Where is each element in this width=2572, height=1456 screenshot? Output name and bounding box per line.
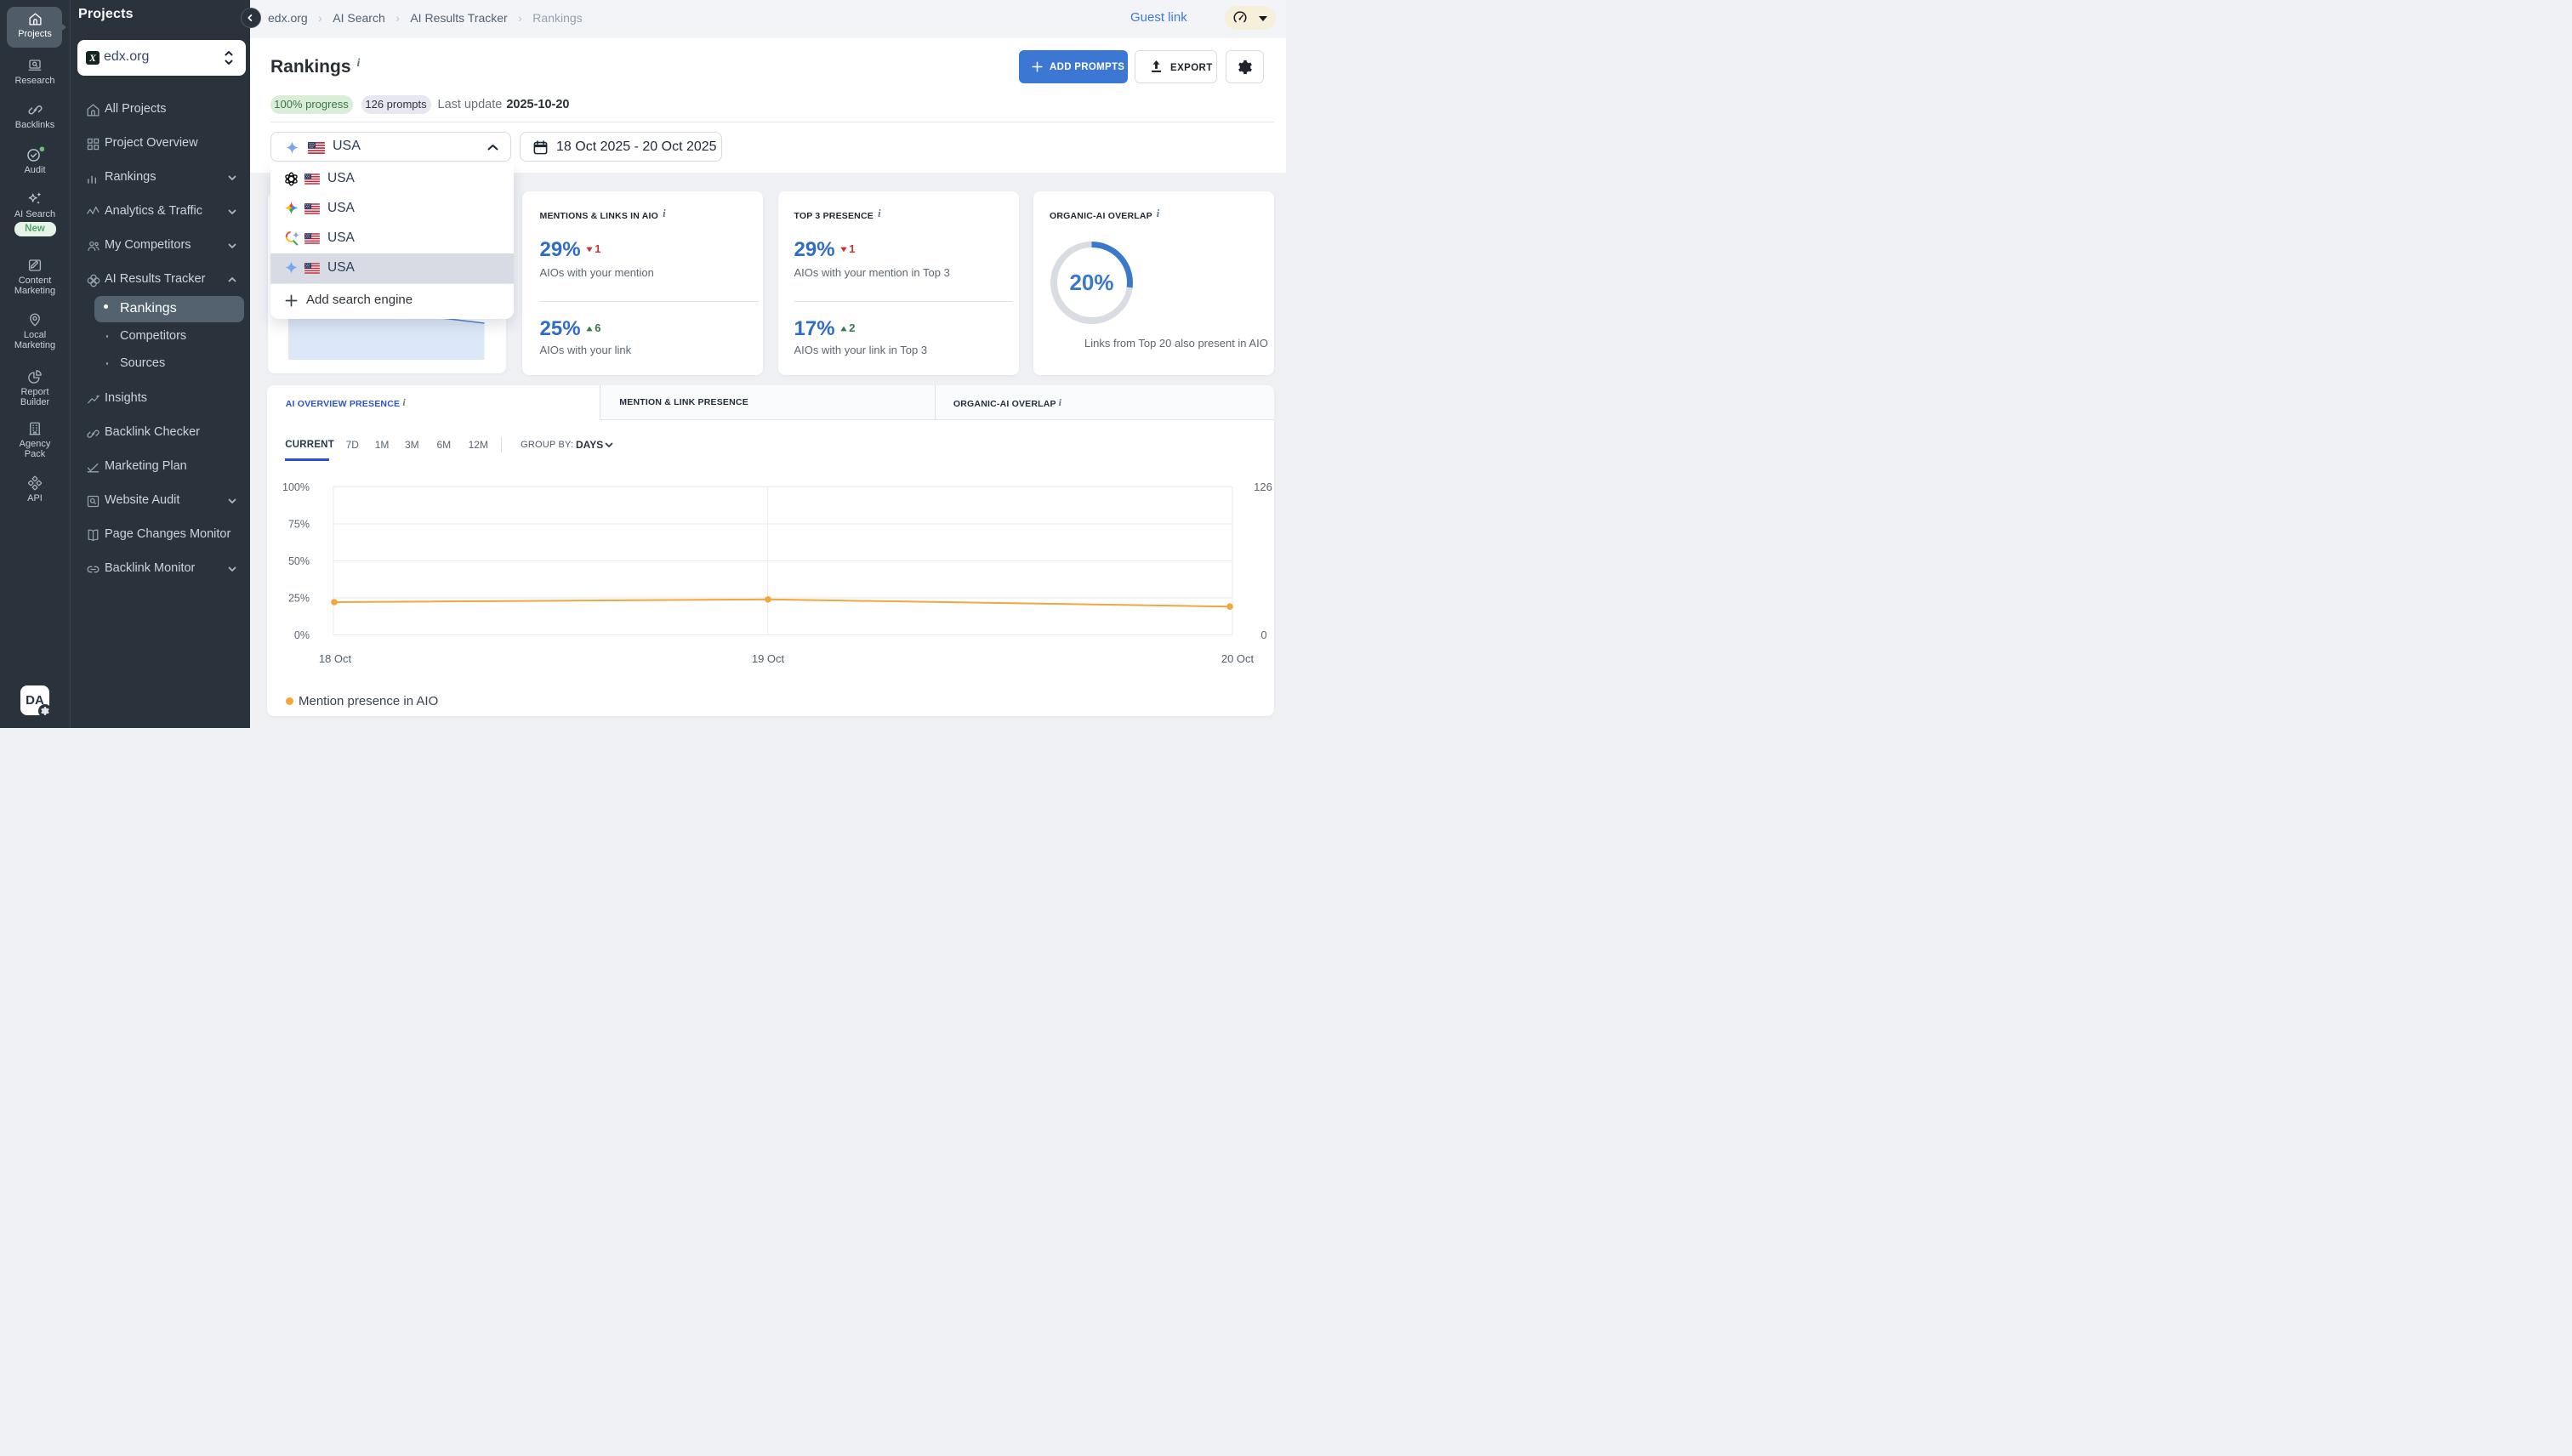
svg-text:50%: 50% xyxy=(288,555,310,567)
svg-text:20 Oct: 20 Oct xyxy=(1221,652,1255,665)
svg-text:0: 0 xyxy=(1260,628,1266,641)
svg-text:75%: 75% xyxy=(288,518,310,530)
svg-text:18 Oct: 18 Oct xyxy=(319,652,352,665)
svg-text:100%: 100% xyxy=(282,481,310,493)
svg-text:19 Oct: 19 Oct xyxy=(752,652,785,665)
svg-text:0%: 0% xyxy=(294,629,310,641)
svg-text:126: 126 xyxy=(1254,481,1272,493)
svg-text:25%: 25% xyxy=(288,592,310,604)
